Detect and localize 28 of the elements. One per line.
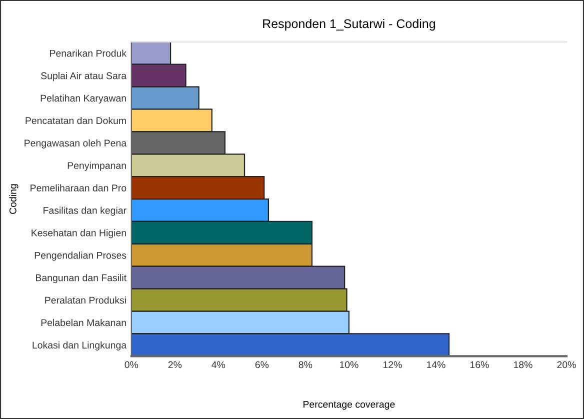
x-tick-label: 6%: [255, 361, 269, 368]
chart-title: Responden 1_Sutarwi - Coding: [263, 18, 435, 31]
y-axis-title: Coding: [9, 184, 18, 214]
y-tick-label: Pengendalian Proses: [34, 252, 126, 261]
y-tick-label: Suplai Air atau Sara: [41, 72, 127, 82]
y-tick-label: Penyimpanan: [68, 162, 126, 171]
y-tick-label: Pelatihan Karyawan: [40, 94, 126, 104]
x-tick-label: 20%: [557, 361, 576, 368]
x-tick-label: 16%: [470, 361, 489, 368]
x-tick-label: 10%: [340, 361, 358, 368]
x-tick-label: 12%: [383, 361, 402, 368]
x-tick-label: 18%: [514, 361, 532, 368]
x-tick-label: 8%: [298, 361, 312, 368]
y-tick-label: Pengawasan oleh Pena: [24, 139, 127, 148]
y-tick-label: Pencatatan dan Dokum: [26, 116, 126, 124]
y-tick-label: Peralatan Produksi: [45, 296, 126, 304]
x-tick-label: 4%: [212, 361, 226, 368]
x-tick-label: 2%: [168, 361, 182, 368]
y-tick-label: Fasilitas dan kegiar: [44, 206, 126, 216]
y-tick-label: Penarikan Produk: [50, 50, 127, 57]
x-tick-label: 0%: [124, 361, 138, 368]
y-tick-label: Pelabelan Makanan: [41, 318, 126, 326]
y-tick-label: Pemeliharaan dan Pro: [30, 184, 126, 192]
y-tick-label: Lokasi dan Lingkunga: [32, 341, 127, 350]
x-axis-title: Percentage coverage: [304, 400, 395, 410]
x-tick-label: 14%: [426, 361, 446, 368]
y-tick-label: Kesehatan dan Higien: [32, 229, 126, 238]
y-tick-label: Bangunan dan Fasilit: [36, 274, 126, 284]
